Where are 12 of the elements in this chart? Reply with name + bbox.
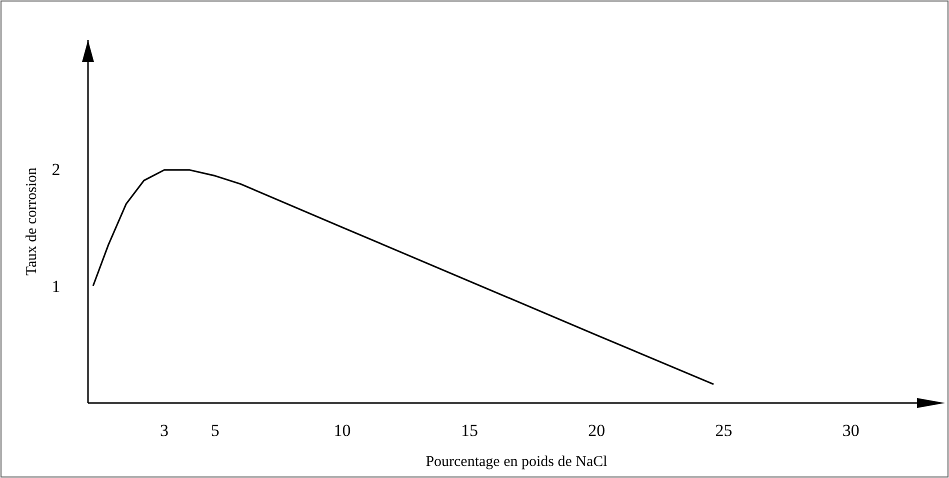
x-tick-label: 10 (334, 421, 351, 440)
x-tick-label: 3 (160, 421, 169, 440)
x-tick-label: 5 (210, 421, 220, 440)
y-axis-title: Taux de corrosion (24, 166, 40, 276)
x-tick-label: 15 (460, 421, 478, 440)
y-tick-label: 2 (52, 160, 60, 179)
x-tick-label: 30 (842, 421, 860, 440)
x-tick-label: 25 (715, 421, 732, 440)
y-tick-label: 1 (52, 276, 60, 296)
line-series (92, 169, 714, 386)
x-tick-label: 20 (588, 421, 606, 440)
x-axis-title: Pourcentage en poids de NaCl (426, 454, 608, 470)
